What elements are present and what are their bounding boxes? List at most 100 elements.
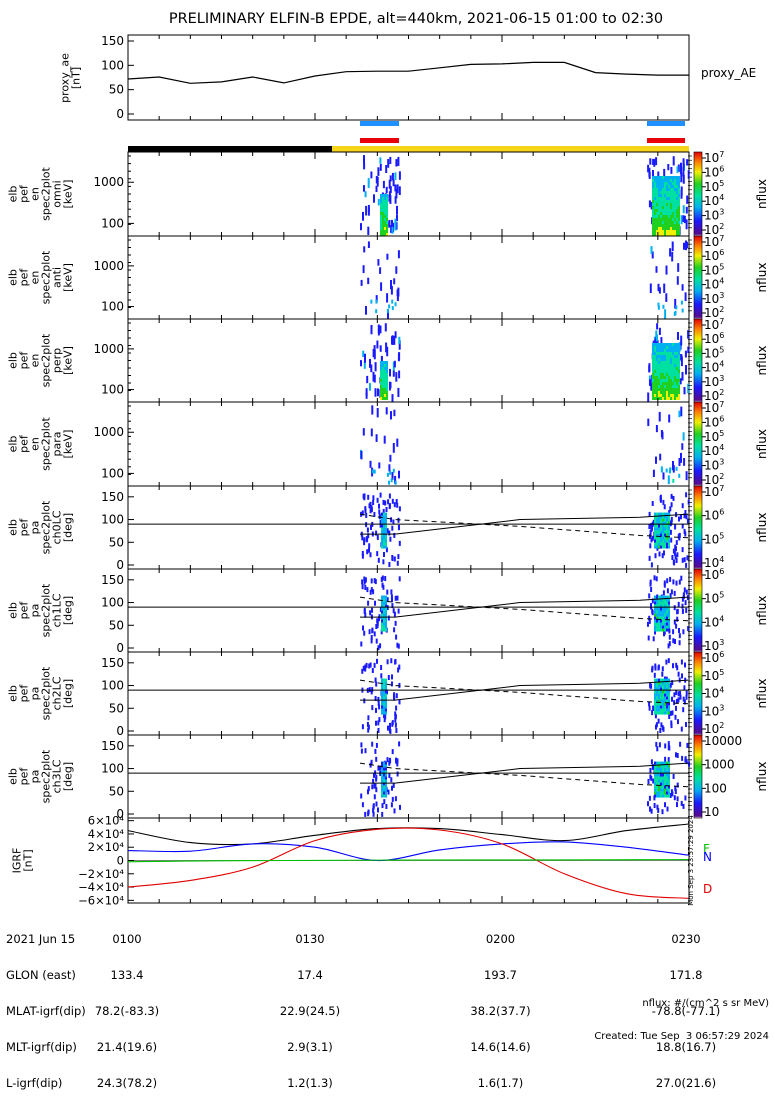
y-axis-label-line: [deg]	[62, 513, 75, 542]
flux-pixel	[674, 382, 676, 385]
flux-speck	[648, 795, 651, 801]
y-axis-label-line: elb	[7, 352, 20, 369]
y-axis-label-line: [nT]	[22, 849, 35, 871]
flux-speck	[369, 610, 372, 616]
flux-speck	[395, 372, 398, 382]
flux-pixel	[656, 346, 658, 349]
flux-pixel	[672, 215, 674, 218]
flux-pixel	[658, 203, 660, 206]
flux-pixel	[662, 610, 664, 614]
flux-pixel	[678, 364, 680, 367]
flux-pixel	[381, 536, 383, 540]
flux-pixel	[654, 385, 656, 388]
flux-pixel	[674, 346, 676, 349]
flux-pixel	[662, 233, 664, 236]
flux-pixel	[658, 542, 660, 546]
flux-pixel	[656, 625, 658, 629]
flux-pixel	[656, 388, 658, 391]
flux-speck	[368, 547, 370, 553]
colorbar-tick-label: 103	[704, 374, 724, 389]
flux-pixel	[662, 533, 664, 537]
flux-pixel	[656, 203, 658, 206]
flux-pixel	[654, 182, 656, 185]
flux-pixel	[375, 309, 378, 314]
flux-speck	[382, 180, 385, 189]
flux-pixel	[678, 391, 680, 394]
y-tick-label: 100	[101, 300, 124, 314]
y-axis-label-line: elb	[7, 685, 20, 702]
flux-pixel	[676, 212, 678, 215]
flux-pixel	[394, 480, 397, 485]
flux-pixel	[678, 397, 680, 400]
flux-speck	[385, 407, 388, 415]
y-axis-label-line: [deg]	[62, 679, 75, 708]
flux-pixel	[666, 779, 668, 783]
colorbar-tick-label: 104	[704, 555, 724, 570]
flux-speck	[662, 499, 665, 505]
flux-pixel	[668, 604, 670, 608]
flux-pixel	[664, 518, 666, 522]
flux-pixel	[676, 376, 678, 379]
flux-pixel	[664, 215, 666, 218]
flux-pixel	[380, 224, 382, 227]
flux-pixel	[656, 200, 658, 203]
science-zone-red-bar	[647, 138, 685, 143]
flux-pixel	[674, 188, 676, 191]
flux-speck	[373, 631, 376, 637]
flux-speck	[370, 364, 373, 373]
flux-pixel	[386, 361, 388, 364]
flux-pixel	[382, 200, 384, 203]
flux-pixel	[656, 188, 658, 191]
flux-speck	[377, 259, 380, 266]
flux-pixel	[664, 233, 666, 236]
flux-pixel	[678, 473, 681, 478]
flux-pixel	[385, 708, 387, 712]
flux-speck	[388, 493, 391, 499]
flux-speck	[672, 638, 675, 644]
flux-speck	[675, 623, 678, 629]
flux-pixel	[666, 176, 668, 179]
flux-pixel	[385, 518, 387, 522]
flux-pixel	[672, 367, 674, 370]
y-axis-label-line: [keV]	[62, 263, 75, 292]
flux-speck	[360, 451, 363, 460]
flux-pixel	[676, 370, 678, 373]
flux-pixel	[664, 218, 666, 221]
flux-pixel	[385, 613, 387, 617]
flux-pixel	[652, 230, 654, 233]
flux-pixel	[668, 212, 670, 215]
flux-pixel	[670, 221, 672, 224]
flux-pixel	[656, 598, 658, 602]
spectrogram-frame	[127, 235, 690, 320]
flux-pixel	[666, 601, 668, 605]
flux-pixel	[656, 696, 658, 700]
flux-pixel	[383, 699, 385, 703]
flux-pixel	[656, 773, 658, 777]
y-tick-label: −4×10⁴	[78, 880, 124, 894]
flux-speck	[377, 765, 380, 771]
flux-speck	[682, 175, 685, 184]
flux-pixel	[654, 203, 656, 206]
flux-speck	[651, 665, 654, 671]
flux-pixel	[662, 197, 664, 200]
flux-pixel	[658, 785, 660, 789]
colorbar-tick-label: 105	[704, 345, 724, 360]
flux-pixel	[668, 696, 670, 700]
flux-speck	[398, 506, 401, 512]
flux-speck	[396, 595, 399, 601]
flux-pixel	[674, 394, 676, 397]
flux-speck	[364, 748, 367, 754]
y-tick-label: 50	[109, 701, 124, 715]
flux-pixel	[666, 776, 668, 780]
flux-speck	[362, 265, 365, 274]
flux-speck	[396, 758, 399, 764]
flux-speck	[369, 383, 371, 391]
flux-pixel	[385, 761, 387, 765]
flux-pixel	[678, 376, 680, 379]
created-stamp: Created: Tue Sep 3 06:57:29 2024	[594, 1031, 769, 1042]
flux-speck	[668, 714, 671, 719]
flux-pixel	[384, 361, 386, 364]
y-tick-label: 100	[101, 679, 124, 693]
flux-pixel	[380, 367, 382, 370]
flux-pixel	[654, 539, 656, 543]
